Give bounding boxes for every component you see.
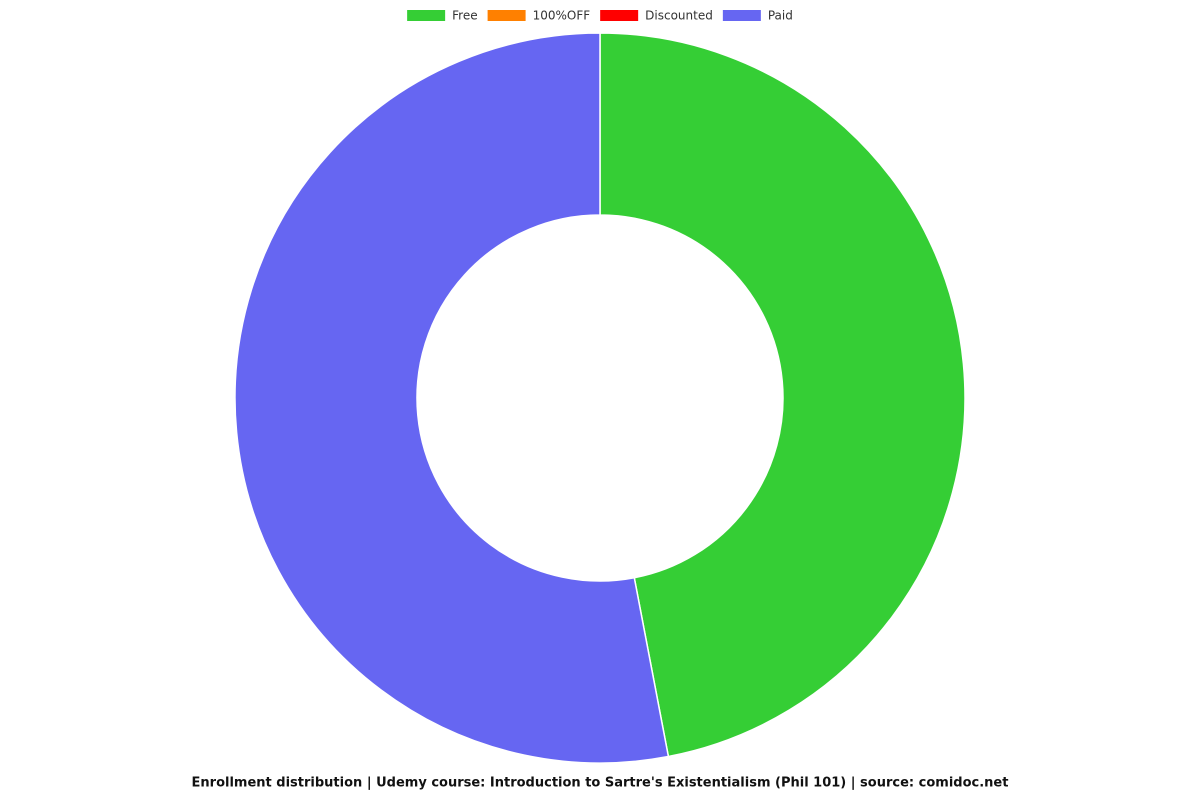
- chart-title: Enrollment distribution | Udemy course: …: [192, 776, 1009, 791]
- slice: [599, 32, 966, 758]
- legend-swatch: [600, 10, 639, 21]
- legend-label: 100%OFF: [533, 9, 591, 23]
- legend-item: Discounted: [600, 9, 713, 23]
- legend-item: 100%OFF: [487, 9, 591, 23]
- slices: [234, 32, 966, 764]
- legend: Free 100%OFF Discounted Paid: [407, 9, 793, 23]
- legend-swatch: [722, 10, 761, 21]
- legend-swatch: [407, 10, 446, 21]
- legend-label: Free: [452, 9, 477, 23]
- slice: [234, 32, 670, 764]
- legend-item: Paid: [722, 9, 793, 23]
- legend-label: Paid: [768, 9, 793, 23]
- legend-label: Discounted: [645, 9, 713, 23]
- legend-swatch: [487, 10, 526, 21]
- legend-item: Free: [407, 9, 478, 23]
